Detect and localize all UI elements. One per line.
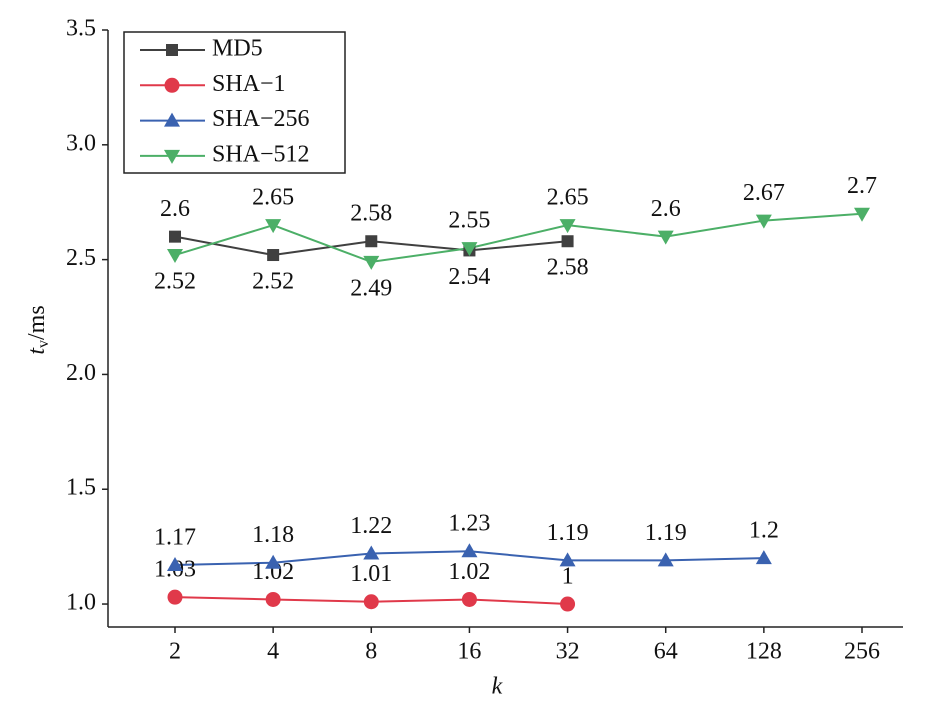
data-label: 2.65 [252,185,294,211]
data-label: 2.52 [252,269,294,295]
y-axis-label: tv/ms [24,305,52,354]
marker [657,230,674,245]
marker [363,255,380,270]
data-label: 1.17 [154,525,196,551]
data-label: 2.49 [350,275,392,301]
data-label: 1.19 [547,520,589,546]
x-tick-label: 4 [267,639,279,665]
data-label: 1.19 [645,520,687,546]
y-tick-label: 3.5 [66,16,96,42]
data-label: 2.7 [847,173,877,199]
y-tick-label: 2.5 [66,245,96,271]
marker [167,589,183,605]
marker [755,550,772,565]
x-tick-label: 8 [365,639,377,665]
data-label: 2.65 [547,185,589,211]
marker [164,149,180,164]
legend-label: SHA−1 [212,71,286,97]
legend-label: SHA−512 [212,141,310,167]
data-label: 1.01 [350,561,392,587]
marker [559,552,576,567]
marker [363,545,380,560]
data-label: 1.23 [448,511,490,537]
marker [265,591,281,607]
legend-label: MD5 [212,36,263,62]
marker [167,557,183,572]
data-label: 1.2 [749,518,779,544]
marker [164,77,180,93]
marker [265,219,282,234]
legend-box [123,31,346,174]
marker [461,242,478,257]
marker [755,214,772,229]
y-tick-label: 1.0 [66,590,96,616]
y-tick-label: 3.0 [66,130,96,156]
x-tick-label: 2 [169,639,181,665]
y-label-unit: /ms [24,305,50,340]
data-label: 1.02 [448,559,490,585]
data-label: 2.6 [651,196,681,222]
x-tick-label: 64 [654,639,678,665]
data-label: 2.67 [743,180,785,206]
y-label-main: t [24,347,50,355]
series-line [174,212,863,263]
marker [267,249,280,262]
data-label: 2.58 [350,201,392,227]
marker [461,591,477,607]
marker [169,230,181,243]
data-label: 2.6 [160,196,190,222]
marker [365,235,378,248]
data-label: 2.52 [154,269,196,295]
data-label: 2.54 [448,264,490,290]
marker [164,112,180,127]
y-tick-label: 1.5 [66,475,96,501]
marker [559,219,576,234]
data-label: 1.22 [350,513,392,539]
y-tick-label: 2.0 [66,360,96,386]
x-tick-label: 32 [556,639,580,665]
legend-label: SHA−256 [212,106,310,132]
x-axis-label: k [492,674,503,700]
data-label: 1 [562,564,574,590]
marker [561,235,574,248]
x-tick-label: 16 [457,639,481,665]
marker [167,249,183,264]
marker [461,543,478,558]
marker [560,596,576,612]
marker [363,594,379,610]
data-label: 2.58 [547,255,589,281]
x-tick-label: 256 [844,639,880,665]
x-tick-label: 128 [746,639,782,665]
marker [166,44,178,56]
data-label: 1.18 [252,522,294,548]
marker [265,554,282,569]
marker [854,207,870,222]
y-label-sub: v [35,340,52,348]
marker [657,552,674,567]
data-label: 2.55 [448,208,490,234]
